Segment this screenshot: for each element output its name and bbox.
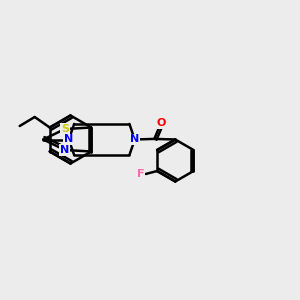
Text: N: N bbox=[60, 145, 70, 155]
Text: F: F bbox=[136, 169, 144, 179]
Text: N: N bbox=[130, 134, 140, 145]
Text: S: S bbox=[61, 124, 69, 134]
Text: N: N bbox=[64, 134, 74, 145]
Text: O: O bbox=[156, 118, 166, 128]
